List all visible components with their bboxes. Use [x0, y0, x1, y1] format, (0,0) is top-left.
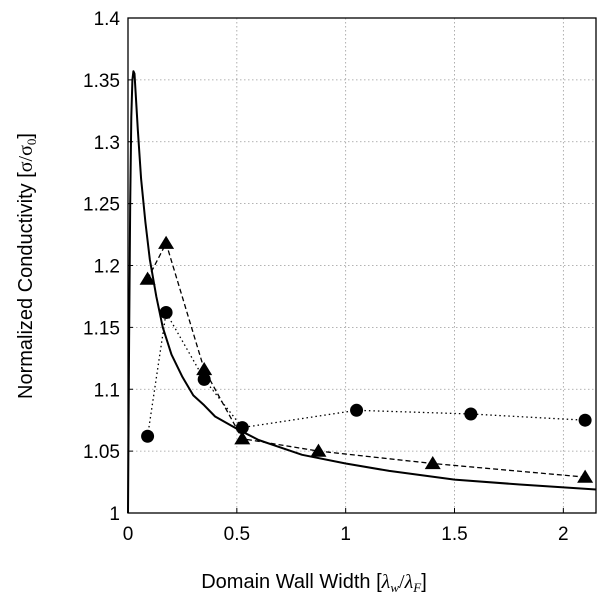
x-tick-label: 0	[123, 524, 134, 545]
y-tick-label: 1.1	[94, 380, 120, 401]
circle-marker	[197, 372, 211, 386]
series-line	[147, 242, 586, 478]
series-line	[146, 311, 586, 437]
x-tick-label: 1.5	[441, 524, 467, 545]
triangle-marker	[310, 443, 327, 457]
y-axis-ticks: 1 1.05 1.1 1.15 1.2 1.25 1.3 1.35 1.4	[83, 9, 133, 525]
y-tick-label: 1.4	[94, 9, 121, 30]
x-axis-ticks: 0 0.5 1 1.5 2	[123, 508, 569, 545]
circle-marker	[464, 407, 478, 421]
triangle-marker	[158, 235, 175, 249]
series-line	[127, 70, 597, 514]
series-layer	[127, 70, 597, 514]
triangle-marker	[424, 456, 441, 470]
y-tick-label: 1.15	[83, 318, 120, 339]
series-circle	[141, 306, 592, 443]
circle-marker	[235, 421, 249, 435]
grid	[128, 18, 596, 513]
triangle-marker	[234, 431, 251, 445]
x-axis-title: Domain Wall Width [λw/λF]	[201, 571, 427, 595]
circle-marker	[578, 413, 592, 427]
series-line	[127, 70, 597, 514]
plot-frame	[127, 17, 597, 514]
y-tick-label: 1.05	[83, 442, 120, 463]
triangle-marker	[577, 469, 594, 483]
y-tick-label: 1	[109, 504, 120, 525]
triangle-marker	[139, 271, 156, 285]
circle-marker	[350, 403, 364, 417]
y-tick-label: 1.3	[94, 133, 120, 154]
y-axis-title: Normalized Conductivity [σ/σ0]	[15, 133, 39, 399]
x-tick-label: 2	[558, 524, 569, 545]
circle-marker	[141, 429, 155, 443]
series-triangle	[139, 235, 594, 483]
y-tick-label: 1.2	[94, 257, 120, 278]
x-tick-label: 1	[340, 524, 351, 545]
x-tick-label: 0.5	[224, 524, 250, 545]
y-tick-label: 1.25	[83, 195, 120, 216]
circle-marker	[159, 306, 173, 320]
y-tick-label: 1.35	[83, 71, 120, 92]
